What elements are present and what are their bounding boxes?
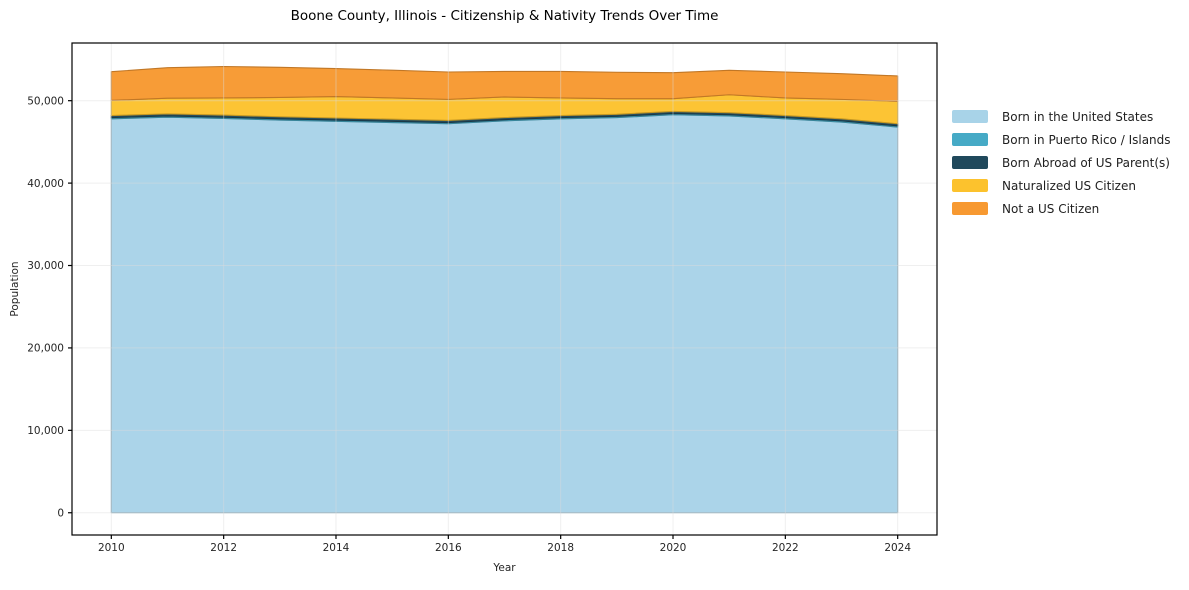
chart-title: Boone County, Illinois - Citizenship & N…	[290, 8, 719, 24]
x-tick-label: 2014	[323, 542, 350, 554]
legend-entry-1: Born in Puerto Rico / Islands	[952, 128, 1171, 151]
legend-label: Born Abroad of US Parent(s)	[1002, 155, 1170, 170]
legend-swatch-icon	[952, 110, 988, 123]
y-tick-label: 10,000	[27, 425, 64, 437]
legend-swatch-icon	[952, 133, 988, 146]
y-tick-label: 30,000	[27, 260, 64, 272]
legend-label: Naturalized US Citizen	[1002, 178, 1136, 193]
legend-label: Born in Puerto Rico / Islands	[1002, 132, 1171, 147]
x-tick-label: 2020	[660, 542, 687, 554]
legend-label: Not a US Citizen	[1002, 201, 1100, 216]
x-axis-label: Year	[492, 562, 516, 574]
plot-frame	[71, 42, 938, 536]
x-tick-label: 2018	[547, 542, 574, 554]
y-tick-label: 40,000	[27, 178, 64, 190]
legend-entry-0: Born in the United States	[952, 105, 1171, 128]
legend-entry-3: Naturalized US Citizen	[952, 174, 1171, 197]
x-tick-label: 2022	[772, 542, 799, 554]
y-axis-label: Population	[9, 261, 21, 316]
x-tick-label: 2016	[435, 542, 462, 554]
legend-swatch-icon	[952, 202, 988, 215]
legend-label: Born in the United States	[1002, 109, 1154, 124]
y-tick-label: 20,000	[27, 343, 64, 355]
area-series-0	[110, 114, 899, 514]
legend-swatch-icon	[952, 156, 988, 169]
x-tick-label: 2024	[884, 542, 911, 554]
area-series-4	[110, 65, 899, 102]
legend-swatch-icon	[952, 179, 988, 192]
legend-entry-2: Born Abroad of US Parent(s)	[952, 151, 1171, 174]
legend: Born in the United States Born in Puerto …	[952, 105, 1171, 220]
x-tick-label: 2012	[210, 542, 237, 554]
y-tick-label: 0	[57, 507, 64, 519]
y-tick-label: 50,000	[27, 95, 64, 107]
legend-entry-4: Not a US Citizen	[952, 197, 1171, 220]
x-tick-label: 2010	[98, 542, 125, 554]
